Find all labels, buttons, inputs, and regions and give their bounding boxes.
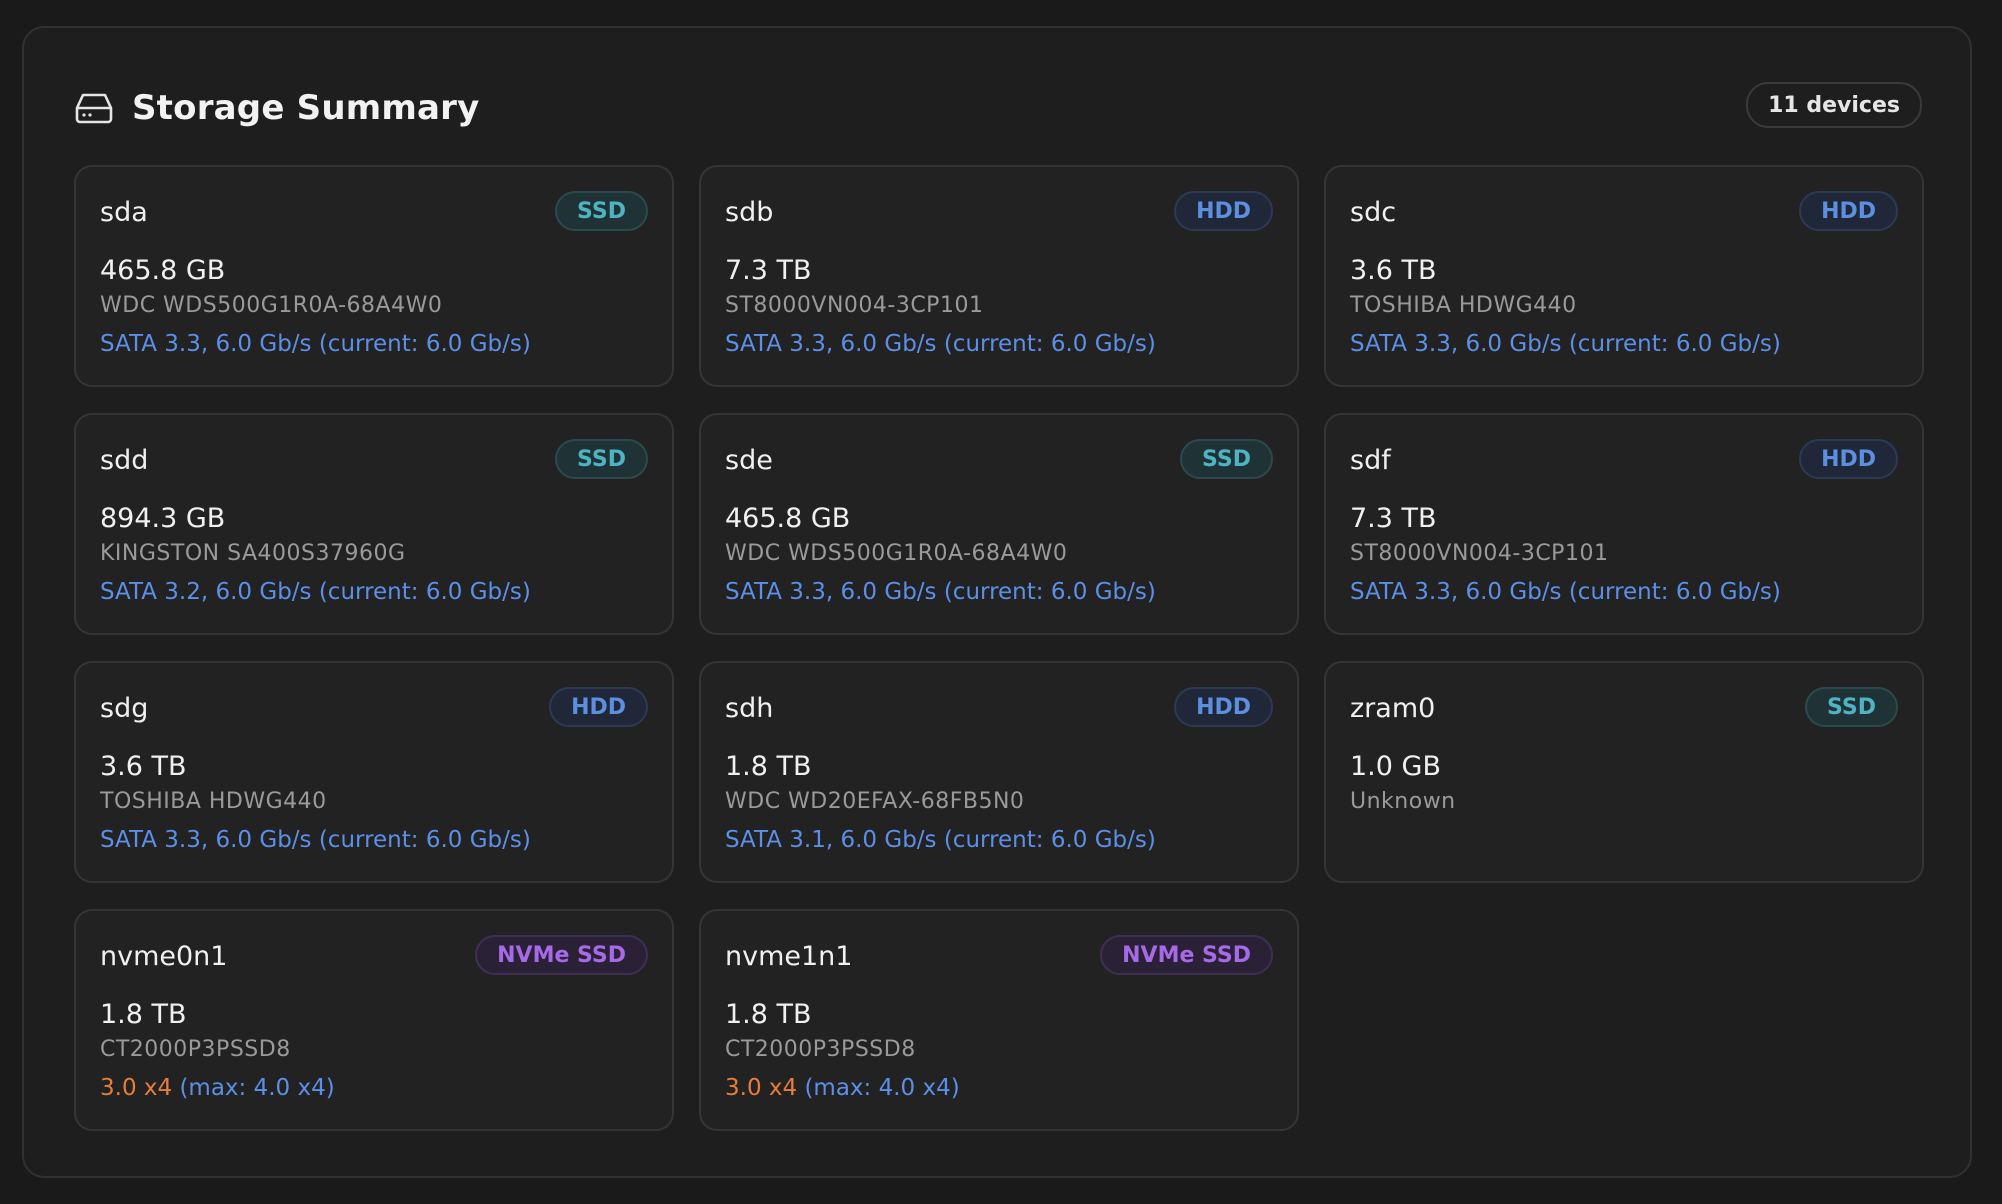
device-card[interactable]: sdc HDD 3.6 TB TOSHIBA HDWG440 SATA 3.3,… (1324, 165, 1924, 387)
device-name: sdc (1350, 197, 1397, 228)
device-link-info: SATA 3.3, 6.0 Gb/s (current: 6.0 Gb/s) (725, 579, 1156, 605)
device-name: sde (725, 445, 773, 476)
pcie-link-current: 3.0 x4 (725, 1075, 798, 1101)
device-link-info: SATA 3.3, 6.0 Gb/s (current: 6.0 Gb/s) (1350, 331, 1781, 357)
device-model: ST8000VN004-3CP101 (725, 293, 984, 318)
device-card[interactable]: nvme1n1 NVMe SSD 1.8 TB CT2000P3PSSD8 3.… (699, 909, 1299, 1131)
pcie-link-current: 3.0 x4 (100, 1075, 173, 1101)
device-model: KINGSTON SA400S37960G (100, 541, 406, 566)
device-name: nvme1n1 (725, 941, 853, 972)
device-name: sdf (1350, 445, 1391, 476)
device-capacity: 3.6 TB (1350, 255, 1437, 286)
device-capacity: 7.3 TB (725, 255, 812, 286)
device-link-info: SATA 3.3, 6.0 Gb/s (current: 6.0 Gb/s) (100, 827, 531, 853)
device-card[interactable]: zram0 SSD 1.0 GB Unknown (1324, 661, 1924, 883)
device-grid: sda SSD 465.8 GB WDC WDS500G1R0A-68A4W0 … (74, 165, 1948, 1131)
device-model: TOSHIBA HDWG440 (100, 789, 327, 814)
device-link-info: SATA 3.3, 6.0 Gb/s (current: 6.0 Gb/s) (725, 331, 1156, 357)
device-capacity: 7.3 TB (1350, 503, 1437, 534)
device-name: sdg (100, 693, 149, 724)
device-type-badge: SSD (555, 439, 648, 479)
device-card[interactable]: sdb HDD 7.3 TB ST8000VN004-3CP101 SATA 3… (699, 165, 1299, 387)
device-link-info: SATA 3.2, 6.0 Gb/s (current: 6.0 Gb/s) (100, 579, 531, 605)
device-model: WDC WDS500G1R0A-68A4W0 (100, 293, 443, 318)
device-count-badge: 11 devices (1746, 82, 1922, 128)
device-model: Unknown (1350, 789, 1456, 814)
device-capacity: 894.3 GB (100, 503, 226, 534)
device-link-info: SATA 3.3, 6.0 Gb/s (current: 6.0 Gb/s) (100, 331, 531, 357)
device-type-badge: NVMe SSD (475, 935, 648, 975)
device-model: TOSHIBA HDWG440 (1350, 293, 1577, 318)
device-type-badge: HDD (1174, 687, 1273, 727)
device-type-badge: NVMe SSD (1100, 935, 1273, 975)
device-model: CT2000P3PSSD8 (100, 1037, 291, 1062)
device-card[interactable]: sde SSD 465.8 GB WDC WDS500G1R0A-68A4W0 … (699, 413, 1299, 635)
device-type-badge: SSD (1805, 687, 1898, 727)
device-name: sdh (725, 693, 774, 724)
device-name: zram0 (1350, 693, 1436, 724)
panel-header: Storage Summary (74, 82, 479, 134)
device-model: WDC WD20EFAX-68FB5N0 (725, 789, 1025, 814)
device-model: CT2000P3PSSD8 (725, 1037, 916, 1062)
device-link-info: SATA 3.3, 6.0 Gb/s (current: 6.0 Gb/s) (1350, 579, 1781, 605)
device-name: sdb (725, 197, 774, 228)
device-name: sda (100, 197, 148, 228)
device-type-badge: HDD (1174, 191, 1273, 231)
device-model: ST8000VN004-3CP101 (1350, 541, 1609, 566)
device-capacity: 1.0 GB (1350, 751, 1441, 782)
device-link-info: SATA 3.1, 6.0 Gb/s (current: 6.0 Gb/s) (725, 827, 1156, 853)
device-card[interactable]: sdf HDD 7.3 TB ST8000VN004-3CP101 SATA 3… (1324, 413, 1924, 635)
device-capacity: 1.8 TB (725, 751, 812, 782)
device-capacity: 465.8 GB (725, 503, 851, 534)
device-card[interactable]: sdh HDD 1.8 TB WDC WD20EFAX-68FB5N0 SATA… (699, 661, 1299, 883)
device-model: WDC WDS500G1R0A-68A4W0 (725, 541, 1068, 566)
device-link-info: 3.0 x4 (max: 4.0 x4) (100, 1075, 335, 1101)
device-name: nvme0n1 (100, 941, 228, 972)
device-card[interactable]: sda SSD 465.8 GB WDC WDS500G1R0A-68A4W0 … (74, 165, 674, 387)
device-type-badge: SSD (1180, 439, 1273, 479)
device-capacity: 1.8 TB (725, 999, 812, 1030)
pcie-link-max: (max: 4.0 x4) (804, 1075, 960, 1101)
device-type-badge: HDD (1799, 439, 1898, 479)
device-type-badge: HDD (1799, 191, 1898, 231)
device-type-badge: SSD (555, 191, 648, 231)
device-capacity: 1.8 TB (100, 999, 187, 1030)
device-card[interactable]: nvme0n1 NVMe SSD 1.8 TB CT2000P3PSSD8 3.… (74, 909, 674, 1131)
page-title: Storage Summary (132, 88, 480, 128)
device-type-badge: HDD (549, 687, 648, 727)
hard-drive-icon (74, 91, 114, 125)
device-link-info: 3.0 x4 (max: 4.0 x4) (725, 1075, 960, 1101)
device-name: sdd (100, 445, 149, 476)
device-card[interactable]: sdg HDD 3.6 TB TOSHIBA HDWG440 SATA 3.3,… (74, 661, 674, 883)
pcie-link-max: (max: 4.0 x4) (179, 1075, 335, 1101)
device-capacity: 3.6 TB (100, 751, 187, 782)
device-capacity: 465.8 GB (100, 255, 226, 286)
storage-summary-panel: Storage Summary 11 devices sda SSD 465.8… (22, 26, 1972, 1178)
device-card[interactable]: sdd SSD 894.3 GB KINGSTON SA400S37960G S… (74, 413, 674, 635)
